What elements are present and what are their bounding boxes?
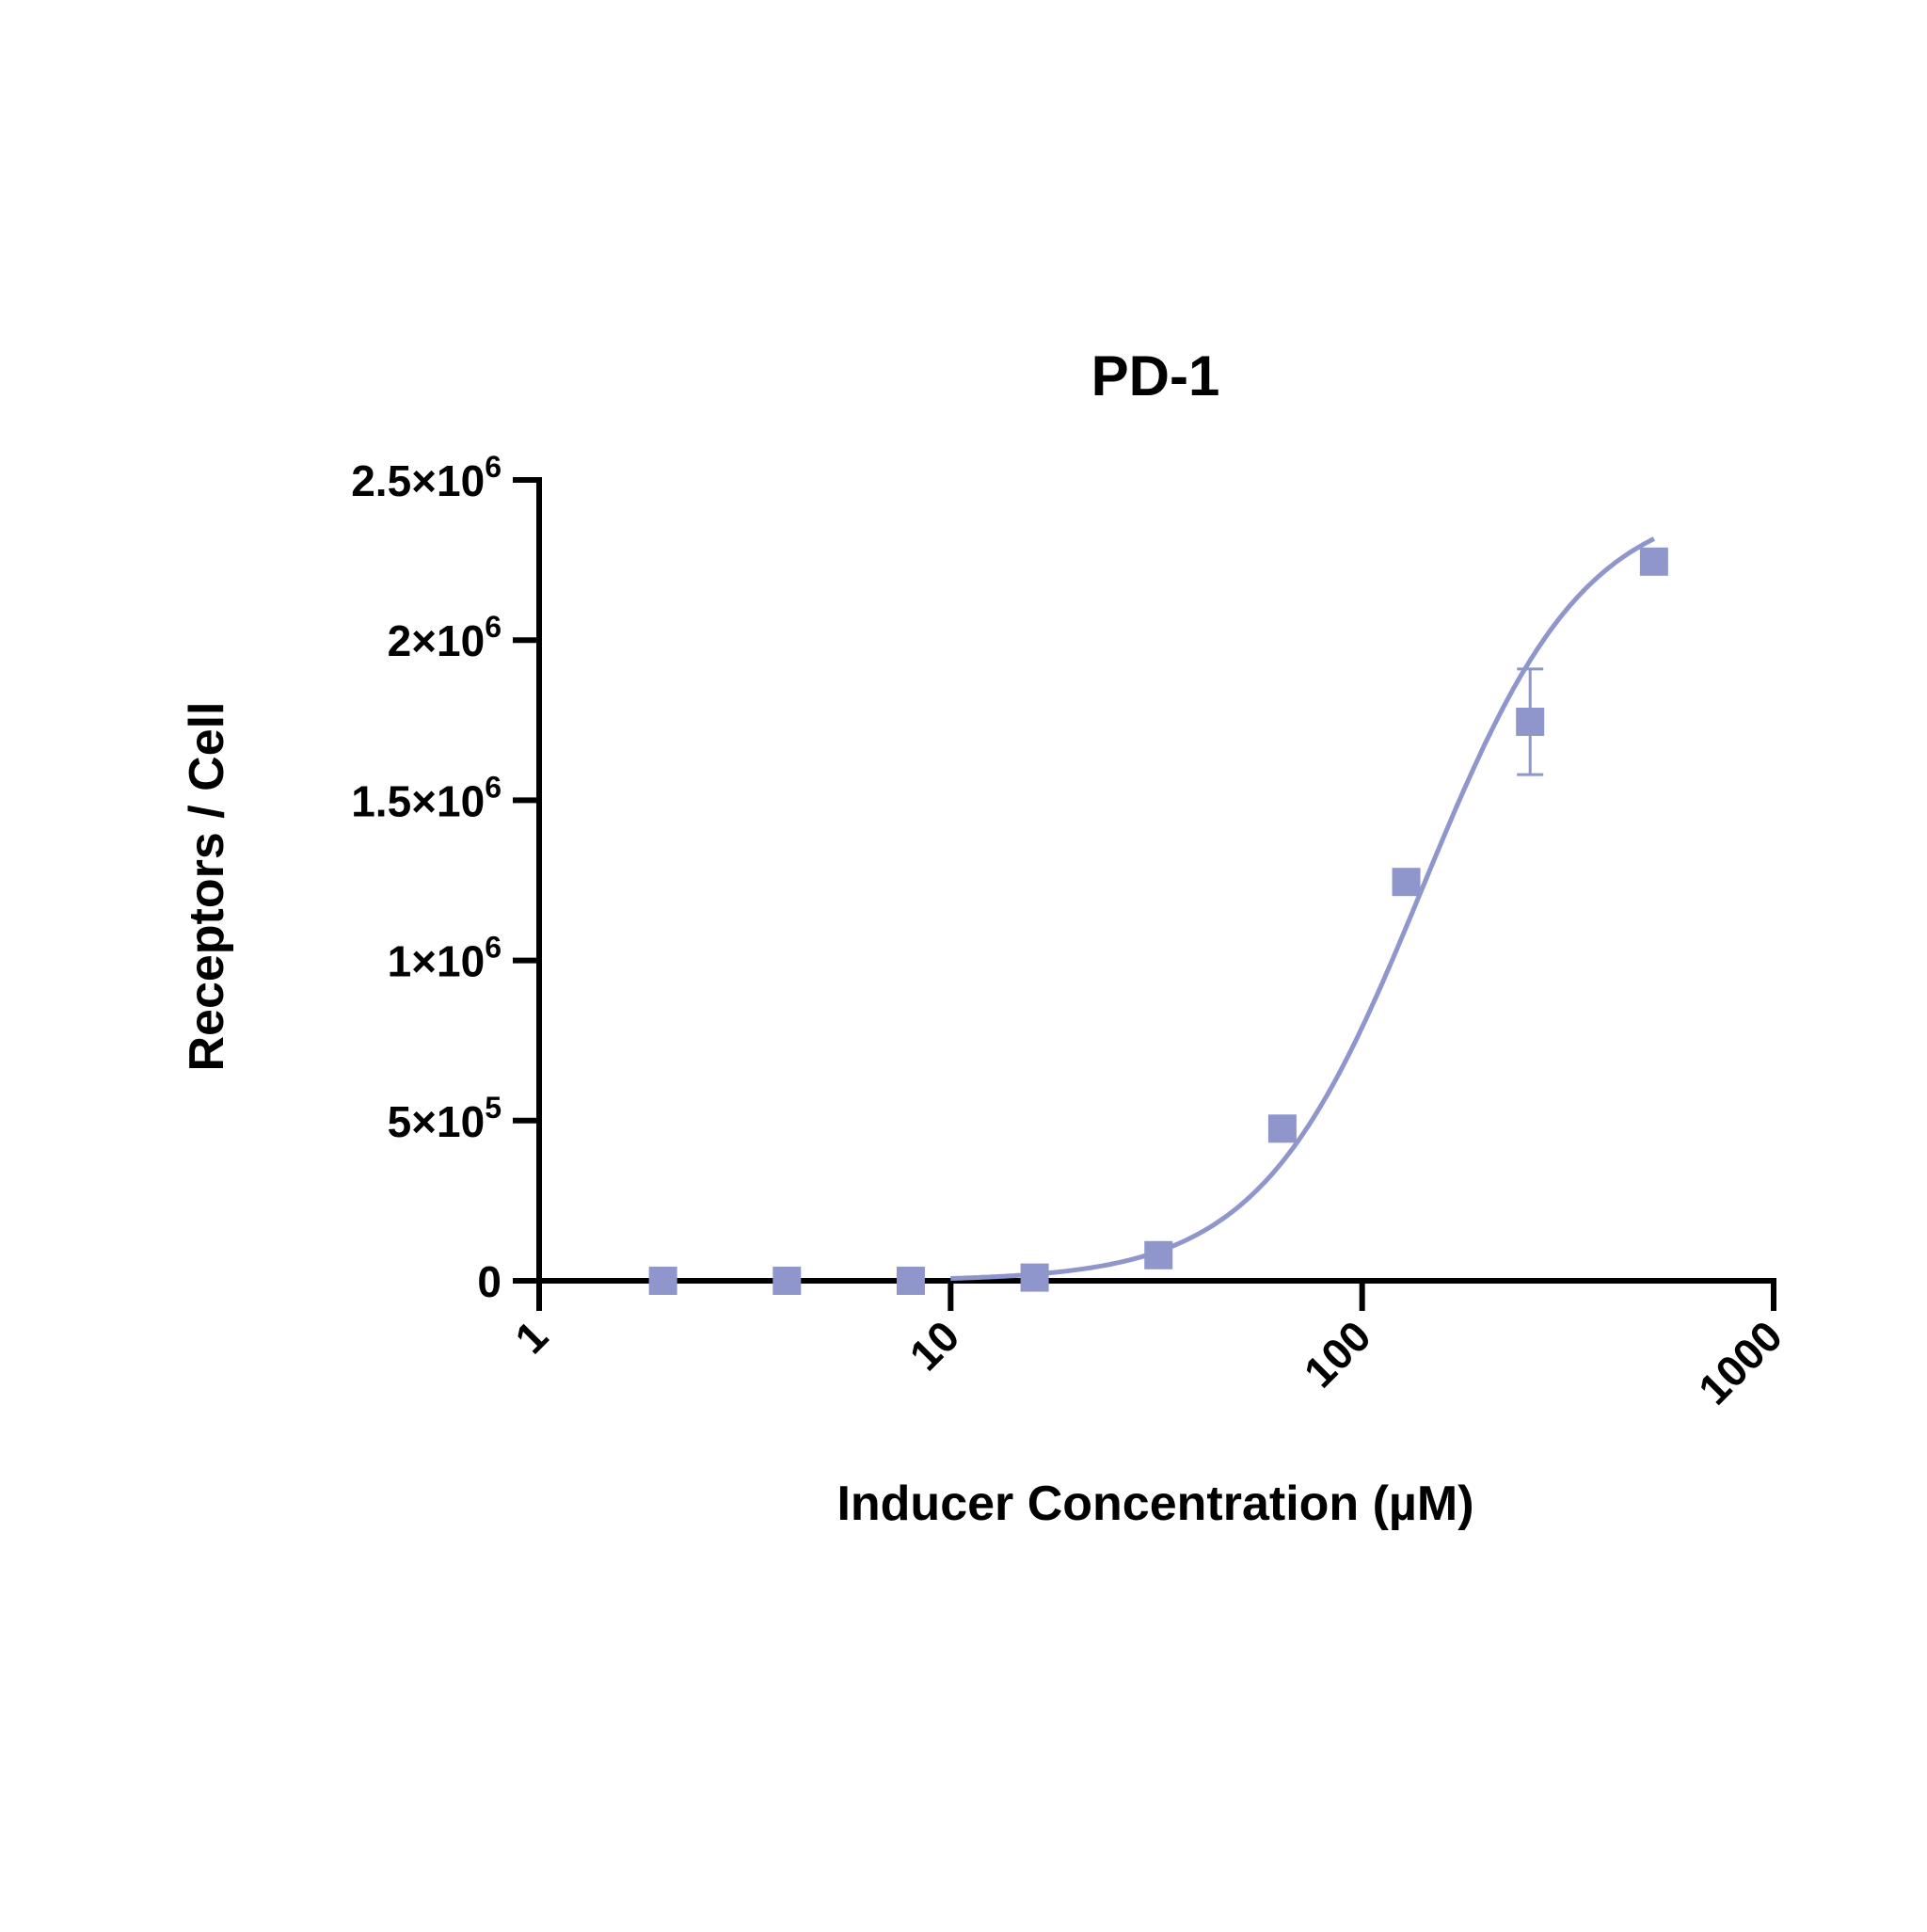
y-tick-mantissa: 2×10: [388, 616, 486, 665]
error-bar-layer: [1268, 667, 1544, 1135]
y-tick-mantissa: 0: [477, 1257, 502, 1306]
y-tick-label: 5×105: [388, 1091, 502, 1146]
data-point: [1267, 1114, 1297, 1143]
y-tick-mantissa: 1×10: [388, 937, 486, 986]
fit-curve: [950, 536, 1656, 1281]
x-tick-label: 100: [1295, 1311, 1380, 1397]
y-tick-mantissa: 2.5×10: [351, 456, 485, 505]
data-point: [1392, 868, 1421, 897]
data-point: [1516, 708, 1545, 737]
y-tick-label: 1.5×106: [351, 770, 502, 825]
y-tick-label: 2.5×106: [351, 450, 502, 505]
chart-title: PD-1: [1091, 344, 1220, 407]
y-tick-label: 1×106: [388, 931, 502, 986]
y-tick-exponent: 6: [485, 931, 502, 965]
y-axis-label: Receptors / Cell: [180, 701, 234, 1071]
data-point-layer: [648, 547, 1668, 1295]
y-tick-exponent: 6: [485, 770, 502, 804]
x-axis-label: Inducer Concentration (µM): [836, 1477, 1473, 1531]
y-tick-exponent: 5: [485, 1091, 502, 1125]
y-tick-label: 0: [477, 1257, 502, 1306]
y-tick-exponent: 6: [485, 450, 502, 484]
data-point: [1639, 547, 1668, 576]
y-tick-mantissa: 1.5×10: [351, 776, 485, 825]
y-tick-label: 2×106: [388, 610, 502, 665]
data-point: [1144, 1240, 1173, 1269]
y-tick-mantissa: 5×10: [388, 1097, 486, 1146]
x-tick-label: 10: [900, 1311, 968, 1380]
x-tick-label: 1: [505, 1311, 557, 1363]
y-tick-exponent: 6: [485, 610, 502, 644]
data-point: [772, 1267, 802, 1295]
data-point: [896, 1267, 925, 1295]
data-point: [648, 1267, 677, 1295]
x-tick-label: 1000: [1689, 1311, 1792, 1413]
data-point: [1020, 1263, 1049, 1292]
fit-curve-layer: [950, 536, 1656, 1281]
